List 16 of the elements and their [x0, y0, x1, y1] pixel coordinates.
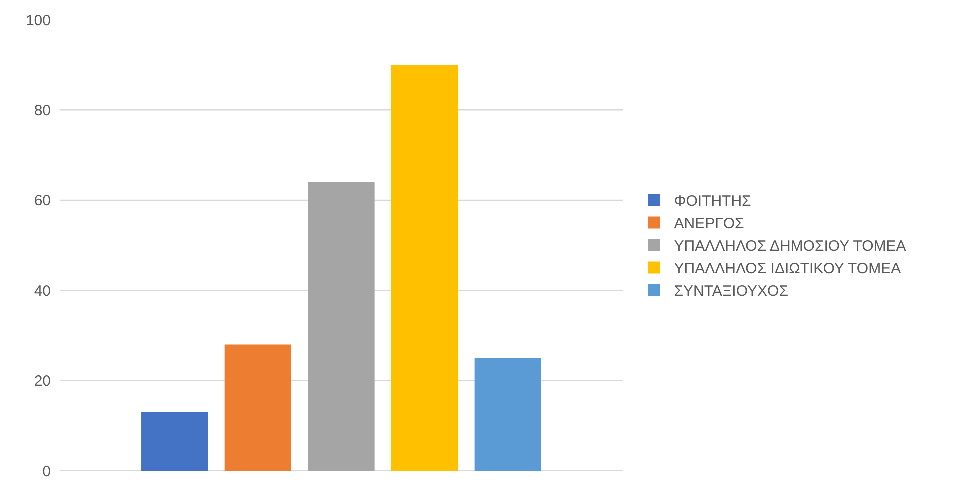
bar [224, 344, 292, 471]
legend-label: ΑΝΕΡΓΟΣ [674, 216, 744, 233]
legend-label: ΥΠΑΛΛΗΛΟΣ ΔΗΜΟΣΙΟΥ ΤΟΜΕΑ [674, 238, 906, 256]
y-tick-label: 100 [26, 12, 51, 30]
y-tick-label: 40 [34, 282, 51, 300]
y-tick-label: 60 [34, 192, 51, 210]
legend-label: ΥΠΑΛΛΗΛΟΣ ΙΔΙΩΤΙΚΟΥ ΤΟΜΕΑ [674, 260, 902, 278]
y-tick-label: 0 [42, 463, 51, 480]
bar [474, 358, 542, 471]
bar [391, 65, 458, 471]
y-tick-label: 20 [34, 373, 51, 390]
bar [142, 412, 208, 471]
legend-label: ΣΥΝΤΑΞΙΟΥΧΟΣ [674, 283, 788, 300]
bar [308, 182, 375, 471]
legend-label: ΦΟΙΤΗΤΗΣ [674, 193, 752, 210]
y-tick-label: 80 [34, 102, 51, 120]
